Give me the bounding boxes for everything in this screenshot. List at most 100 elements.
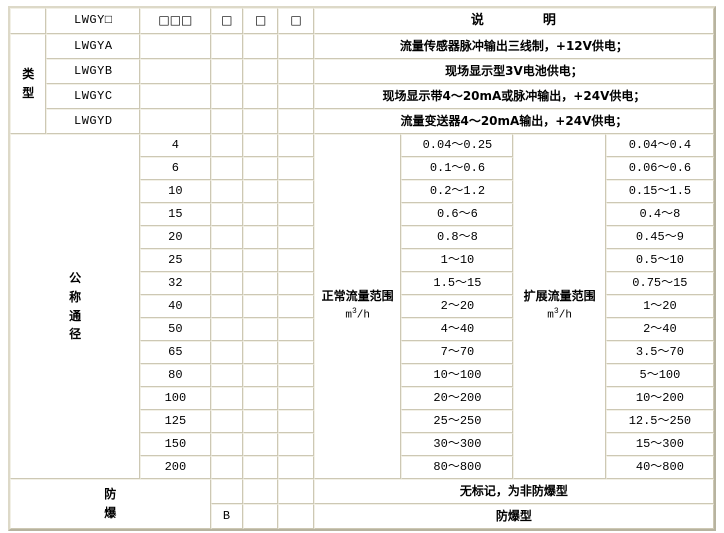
extended-flow-value: 40～800: [605, 456, 714, 479]
normal-flow-unit: m3/h: [317, 307, 399, 322]
normal-flow-range-text: 正常流量范围: [321, 289, 394, 304]
diameter-blank-b3: [278, 364, 314, 387]
diameter-blank-b1: [210, 433, 243, 456]
diameter-blank-b1: [210, 134, 243, 157]
type-row-lwgyd: LWGYD 流量变送器4～20mA输出，+24V供电；: [10, 109, 714, 134]
type-description: 现场显示带4～20mA或脉冲输出，+24V供电；: [313, 84, 714, 109]
extended-flow-value: 0.04～0.4: [605, 134, 714, 157]
header-blank-type-cell: [10, 8, 47, 34]
diameter-label-char-1: 称: [69, 289, 82, 304]
diameter-value: 4: [140, 134, 211, 157]
diameter-label-char-2: 通: [69, 308, 82, 323]
type-blank-b3: [278, 109, 314, 134]
diameter-value: 100: [140, 387, 211, 410]
explosion-proof-code: B: [210, 504, 243, 529]
type-blank-b2: [242, 59, 279, 84]
diameter-value: 40: [140, 295, 211, 318]
explosion-blank-b3: [278, 479, 314, 504]
type-label-char-1: 型: [22, 86, 35, 100]
diameter-blank-b2: [242, 203, 279, 226]
diameter-row: 40 2～20 1～20: [10, 295, 714, 318]
type-label-vertical-stack: 类 型: [13, 65, 43, 102]
normal-flow-value: 0.04～0.25: [401, 134, 514, 157]
extended-flow-value: 0.45～9: [605, 226, 714, 249]
diameter-blank-b3: [278, 387, 314, 410]
extended-flow-unit-base: m: [547, 309, 554, 322]
normal-flow-unit-exponent: 3: [351, 307, 357, 317]
normal-flow-value: 1.5～15: [401, 272, 514, 295]
diameter-row: 125 25～250 12.5～250: [10, 410, 714, 433]
header-box-group: □□□: [140, 8, 211, 34]
extended-flow-unit-exponent: 3: [553, 307, 559, 317]
diameter-blank-b3: [278, 318, 314, 341]
diameter-row: 65 7～70 3.5～70: [10, 341, 714, 364]
type-blank-b2: [242, 109, 279, 134]
diameter-value: 20: [140, 226, 211, 249]
normal-flow-value: 80～800: [401, 456, 514, 479]
type-blank-dn: [140, 59, 211, 84]
header-description-label: 说明: [313, 8, 714, 34]
diameter-row: 15 0.6～6 0.4～8: [10, 203, 714, 226]
diameter-label-char-3: 径: [69, 327, 82, 342]
diameter-row: 公 称 通 径 4 正常流量范围 m3/h 0.04～0.25 扩展流量范围 m…: [10, 134, 714, 479]
extended-flow-value: 10～200: [605, 387, 714, 410]
type-row-lwgyb: LWGYB 现场显示型3V电池供电；: [10, 59, 714, 84]
extended-flow-value: 0.15～1.5: [605, 180, 714, 203]
normal-flow-value: 20～200: [401, 387, 514, 410]
extended-flow-value: 0.75～15: [605, 272, 714, 295]
extended-flow-value: 0.4～8: [605, 203, 714, 226]
diameter-blank-b3: [278, 180, 314, 203]
diameter-blank-b3: [278, 272, 314, 295]
diameter-row: 150 30～300 15～300: [10, 433, 714, 456]
description-label-shuo: 说: [470, 12, 485, 28]
explosion-proof-description: 无标记，为非防爆型: [313, 479, 714, 504]
diameter-blank-b3: [278, 295, 314, 318]
type-blank-dn: [140, 84, 211, 109]
diameter-blank-b3: [278, 203, 314, 226]
type-description: 流量变送器4～20mA输出，+24V供电；: [313, 109, 714, 134]
explosion-proof-section-label: 防 爆: [10, 479, 211, 529]
table-body: LWGY□ □□□ □ □ □ 说明 类 型 LWGYA: [10, 8, 714, 529]
description-label-ming: 明: [542, 12, 557, 28]
type-label-char-0: 类: [22, 67, 35, 82]
diameter-blank-b1: [210, 364, 243, 387]
diameter-blank-b3: [278, 456, 314, 479]
diameter-row: 50 4～40 2～40: [10, 318, 714, 341]
diameter-blank-b2: [242, 456, 279, 479]
type-model-code: LWGYA: [46, 34, 141, 59]
diameter-blank-b2: [242, 295, 279, 318]
type-model-code: LWGYB: [46, 59, 141, 84]
diameter-blank-b1: [210, 456, 243, 479]
type-row-lwgyc: LWGYC 现场显示带4～20mA或脉冲输出，+24V供电；: [10, 84, 714, 109]
diameter-value: 10: [140, 180, 211, 203]
diameter-value: 50: [140, 318, 211, 341]
diameter-value: 200: [140, 456, 211, 479]
diameter-blank-b1: [210, 341, 243, 364]
normal-flow-value: 1～10: [401, 249, 514, 272]
type-blank-b1: [210, 34, 243, 59]
diameter-row: 25 1～10 0.5～10: [10, 249, 714, 272]
diameter-row: 100 20～200 10～200: [10, 387, 714, 410]
type-blank-dn: [140, 109, 211, 134]
diameter-row: 200 80～800 40～800: [10, 456, 714, 479]
diameter-blank-b2: [242, 180, 279, 203]
type-description: 现场显示型3V电池供电；: [313, 59, 714, 84]
extended-flow-value: 2～40: [605, 318, 714, 341]
diameter-value: 15: [140, 203, 211, 226]
type-blank-b1: [210, 59, 243, 84]
diameter-blank-b2: [242, 134, 279, 157]
diameter-blank-b1: [210, 203, 243, 226]
diameter-blank-b1: [210, 249, 243, 272]
diameter-blank-b2: [242, 364, 279, 387]
diameter-row: 6 0.1～0.6 0.06～0.6: [10, 157, 714, 180]
header-box-2: □: [242, 8, 279, 34]
diameter-blank-b3: [278, 410, 314, 433]
diameter-blank-b2: [242, 410, 279, 433]
diameter-blank-b3: [278, 226, 314, 249]
diameter-blank-b2: [242, 387, 279, 410]
normal-flow-value: 10～100: [401, 364, 514, 387]
type-blank-b1: [210, 84, 243, 109]
diameter-value: 32: [140, 272, 211, 295]
extended-flow-unit: m3/h: [516, 307, 602, 322]
explosion-blank-b3: [278, 504, 314, 529]
